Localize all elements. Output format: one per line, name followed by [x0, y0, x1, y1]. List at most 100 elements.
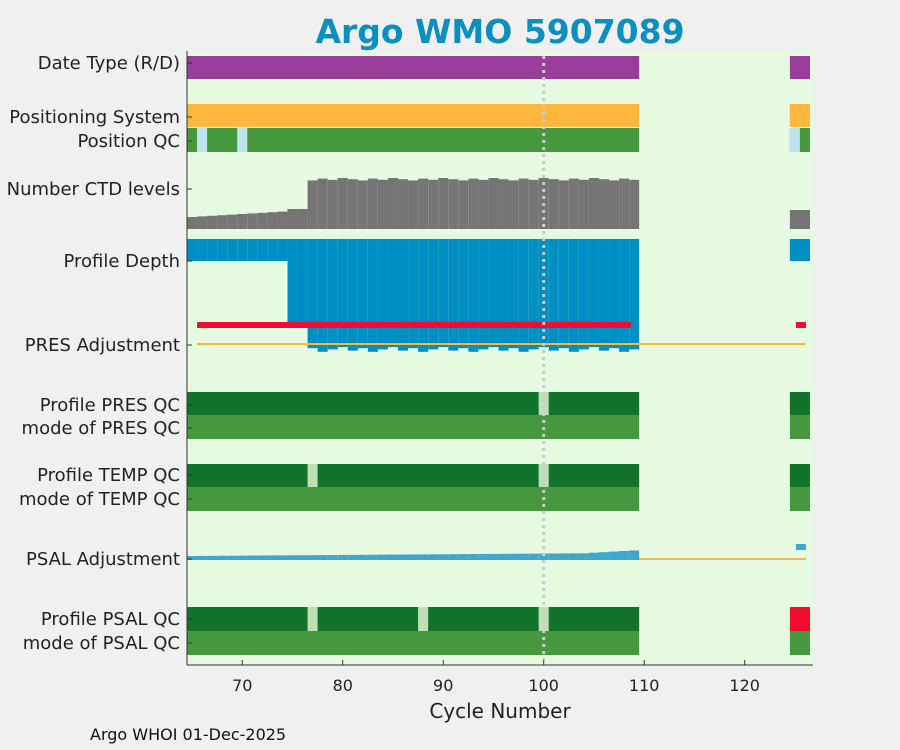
ctd-levels-bar [247, 213, 258, 229]
profile-depth-bar [428, 239, 439, 350]
position-qc-flag-cell [197, 128, 208, 152]
profile-depth-bar [197, 239, 208, 261]
ctd-levels-bar [619, 178, 630, 229]
chart-title: Argo WMO 5907089 [315, 12, 685, 51]
psal-adjustment-bar [297, 555, 308, 560]
profile-depth-bar [538, 239, 549, 347]
ctd-levels-bar [418, 178, 429, 229]
psal-adjustment-bar [227, 555, 238, 560]
plot-background [187, 51, 813, 665]
mode-temp-qc-band [789, 487, 810, 511]
psal-adjustment-bar [478, 553, 489, 560]
psal-adjustment-bar [558, 553, 569, 560]
position-qc-flag-cell [237, 128, 248, 152]
profile-depth-bar [458, 239, 469, 349]
profile-depth-bar [267, 239, 278, 261]
position-qc-flag-cell [789, 128, 800, 152]
ctd-levels-bar [257, 212, 268, 229]
psal-adjustment-bar [317, 555, 328, 560]
profile-psal-qc-band [187, 607, 640, 631]
ctd-levels-bar [468, 178, 479, 229]
psal-adjustment-bar [508, 553, 519, 560]
ctd-levels-bar [207, 215, 218, 229]
profile-depth-bar [508, 239, 519, 349]
row-label: Date Type (R/D) [38, 53, 180, 74]
psal-adjustment-bar [518, 553, 529, 560]
profile-depth-bar [448, 239, 459, 351]
profile-depth-bar [207, 239, 218, 261]
ctd-levels-bar [448, 179, 459, 229]
psal-adjustment-bar [337, 554, 348, 560]
profile-depth-bar [498, 239, 509, 351]
row-label: Profile PSAL QC [41, 609, 180, 630]
profile-pres-qc-band [187, 392, 640, 415]
x-tick-label: 110 [629, 676, 660, 695]
psal-adjustment-bar [357, 554, 368, 560]
profile-depth-bar [619, 239, 630, 352]
profile-depth-bar [337, 239, 348, 347]
ctd-levels-bar [367, 178, 378, 229]
psal-adjustment-bar [588, 552, 599, 560]
profile-depth-bar [588, 239, 599, 347]
psal-adjustment-bar [468, 554, 479, 560]
psal-adjustment-bar [609, 551, 620, 560]
psal-adjustment-bar [377, 554, 388, 560]
row-label: mode of PSAL QC [23, 633, 180, 654]
ctd-levels-bar [478, 179, 489, 229]
psal-adjustment-bar [548, 553, 559, 560]
psal-adjustment-bar [327, 555, 338, 560]
psal-adjustment-bar [418, 554, 429, 560]
psal-adjustment-bar [197, 555, 208, 560]
profile-depth-bar [277, 239, 288, 261]
psal-adjustment-bar [307, 555, 318, 560]
positioning-system-band [187, 104, 640, 127]
profile-depth-bar [327, 239, 338, 350]
profile-depth-bar [438, 239, 449, 347]
profile-psal-qc-band [789, 607, 810, 631]
ctd-levels-bar [387, 178, 399, 229]
psal-adjustment-bar [458, 554, 469, 560]
psal-adjustment-bar [578, 553, 589, 560]
ctd-levels-bar [588, 178, 599, 229]
ctd-levels-bar [398, 179, 409, 229]
profile-depth-bar [629, 239, 640, 350]
ctd-levels-bar [277, 211, 288, 229]
row-label: Profile PRES QC [40, 395, 180, 416]
row-label: Profile TEMP QC [37, 465, 180, 486]
psal-adjustment-bar [438, 554, 449, 560]
x-tick-label: 90 [433, 676, 453, 695]
ctd-levels-bar [629, 179, 640, 229]
psal-adjustment-bar [538, 553, 549, 560]
profile-pres-qc-band [789, 392, 810, 415]
psal-adjustment-bar [287, 555, 298, 560]
profile-depth-bar [398, 239, 409, 351]
profile-depth-bar [518, 239, 529, 352]
mode-psal-qc-band [789, 631, 810, 655]
psal-adjustment-bar [207, 555, 218, 560]
ctd-levels-bar [187, 217, 198, 229]
mode-pres-qc-band [187, 415, 640, 439]
date-type-band [789, 56, 810, 79]
ctd-levels-bar [217, 215, 228, 229]
x-axis-label: Cycle Number [429, 699, 571, 723]
row-label: mode of PRES QC [22, 418, 180, 439]
profile-temp-qc-flag-cell [538, 464, 549, 487]
mode-pres-qc-band [789, 415, 810, 439]
row-label: PRES Adjustment [25, 335, 180, 356]
psal-adjustment-bar [629, 550, 640, 560]
ctd-levels-bar [197, 216, 208, 229]
ctd-levels-bar [428, 179, 439, 229]
psal-adjustment-bar [217, 555, 228, 560]
profile-depth-bar [307, 239, 318, 349]
ctd-levels-bar [227, 214, 238, 229]
profile-depth-bar [377, 239, 388, 350]
ctd-levels-bar [518, 178, 529, 229]
profile-depth-bar [568, 239, 579, 352]
psal-adjustment-bar [598, 552, 610, 560]
row-label: Profile Depth [63, 251, 180, 272]
psal-adjustment-bar [247, 555, 258, 560]
profile-depth-bar [418, 239, 429, 352]
profile-depth-bar [237, 239, 248, 261]
psal-adjustment-bar [187, 556, 198, 560]
